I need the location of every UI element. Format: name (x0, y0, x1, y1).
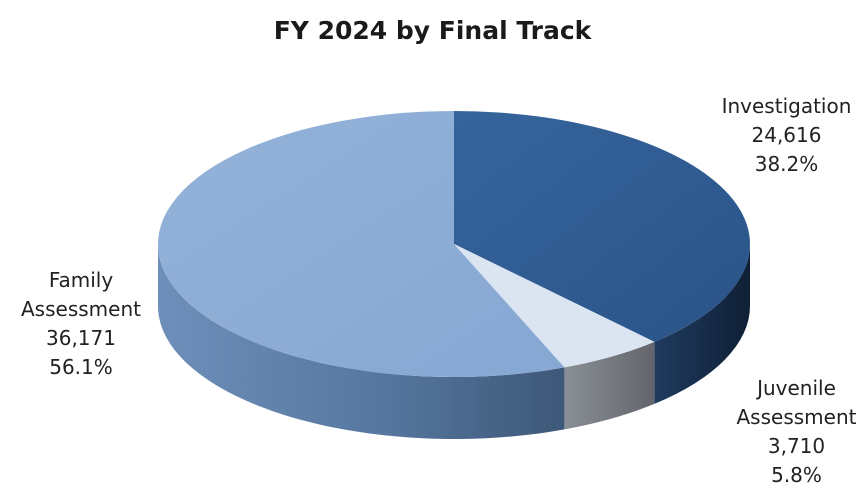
slice-value-label: 24,616 (751, 123, 822, 147)
slice-label-investigation: Investigation 24,616 38.2% (708, 92, 865, 179)
slice-percent-label: 56.1% (49, 355, 113, 379)
pie-slice-juvenile-assessment (454, 244, 655, 368)
pie-slice-side-investigation (654, 244, 750, 404)
pie-sides (158, 244, 750, 439)
slice-label-name-line: Assessment (21, 297, 141, 321)
slice-value-label: 36,171 (46, 326, 116, 350)
slice-percent-label: 5.8% (771, 463, 822, 487)
chart-title: FY 2024 by Final Track (273, 16, 592, 45)
slice-label-name-line: Investigation (721, 94, 852, 118)
pie-slice-family-assessment (158, 111, 565, 377)
slice-value-label: 3,710 (767, 434, 826, 458)
pie-slice-side-juvenile-assessment (564, 341, 655, 430)
slice-label-name-line: Family (48, 268, 114, 292)
pie-slice-side-family-assessment (158, 244, 565, 439)
pie-slice-investigation (454, 111, 750, 342)
slice-label-family-assessment: Family Assessment 36,171 56.1% (0, 266, 162, 382)
slice-percent-label: 38.2% (754, 152, 819, 176)
slice-label-juvenile-assessment: Juvenile Assessment 3,710 5.8% (728, 374, 865, 490)
slice-label-name-line: Juvenile (757, 376, 836, 400)
pie-tops (158, 111, 750, 377)
slice-label-name-line: Assessment (736, 405, 857, 429)
